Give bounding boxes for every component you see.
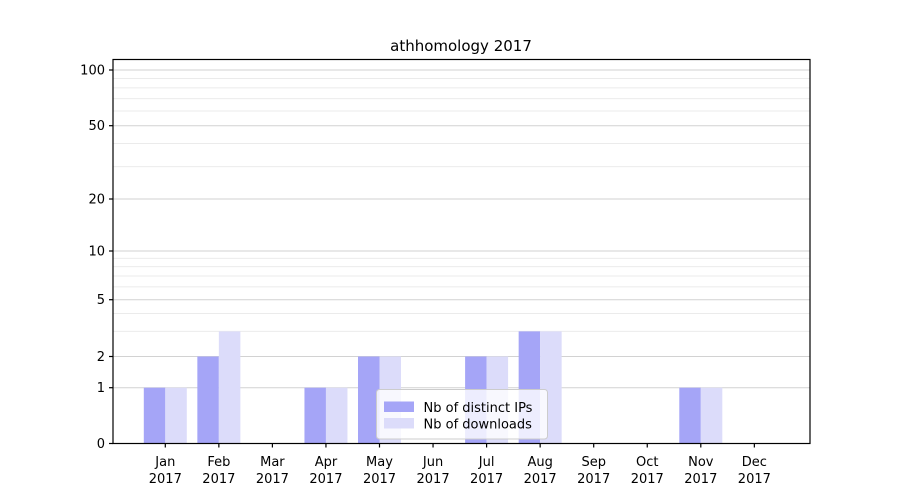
y-tick-label: 100 [80, 64, 105, 79]
bar-feb-series1 [218, 331, 241, 444]
x-tick-label-year: 2017 [577, 472, 610, 487]
x-tick-label-year: 2017 [738, 472, 771, 487]
bar-may-series0 [358, 356, 380, 444]
legend-box [376, 389, 548, 440]
x-tick-label-year: 2017 [363, 472, 396, 487]
x-tick-label-month: Apr [315, 455, 338, 470]
x-axis-ticks: Jan 2017 Feb 2017 Mar 2017 Apr 2017 May 2017 Jun 20… [149, 443, 771, 487]
x-tick-label-month: Dec [742, 455, 767, 470]
bar-jan-series1 [165, 387, 187, 444]
legend-swatch-distinct-ips [384, 401, 414, 412]
x-tick-label-year: 2017 [684, 472, 717, 487]
gridlines-major [113, 69, 810, 389]
y-tick-label: 50 [88, 119, 105, 134]
x-tick-label-year: 2017 [149, 472, 182, 487]
bar-nov-series1 [700, 387, 723, 444]
x-tick-label-month: Jul [478, 455, 495, 470]
x-tick-label-month: Sep [581, 455, 606, 470]
x-tick-label-month: Feb [207, 455, 230, 470]
bars [143, 331, 723, 444]
x-tick-label-year: 2017 [524, 472, 557, 487]
x-tick-label-year: 2017 [309, 472, 342, 487]
bar-apr-series0 [304, 387, 326, 444]
x-tick-label-year: 2017 [417, 472, 450, 487]
bar-jan-series0 [143, 387, 166, 444]
y-tick-label: 5 [97, 293, 105, 308]
x-tick-label-month: Mar [260, 455, 285, 470]
x-tick-label-month: Jan [154, 455, 175, 470]
y-tick-label: 0 [97, 437, 105, 452]
y-tick-label: 2 [97, 350, 105, 365]
y-tick-label: 10 [88, 245, 105, 260]
x-tick-label-year: 2017 [470, 472, 503, 487]
x-tick-label-month: Aug [527, 455, 552, 470]
x-tick-label-year: 2017 [256, 472, 289, 487]
legend-label-distinct-ips: Nb of distinct IPs [424, 401, 533, 416]
legend-swatch-downloads [384, 418, 414, 429]
legend: Nb of distinct IPs Nb of downloads [376, 389, 548, 440]
bar-apr-series1 [325, 387, 348, 444]
x-tick-label-month: May [366, 455, 393, 470]
x-tick-label-month: Jun [422, 455, 443, 470]
chart-title: athhomology 2017 [390, 37, 532, 55]
gridlines-minor [113, 77, 810, 332]
x-tick-label-year: 2017 [631, 472, 664, 487]
bar-nov-series0 [679, 387, 701, 444]
y-axis-ticks: 0 1 2 5 10 20 50 100 [80, 64, 113, 452]
x-tick-label-year: 2017 [202, 472, 235, 487]
legend-label-downloads: Nb of downloads [424, 418, 533, 433]
bar-feb-series0 [197, 356, 219, 444]
y-tick-label: 1 [97, 381, 105, 396]
y-tick-label: 20 [88, 193, 105, 208]
x-tick-label-month: Nov [688, 455, 714, 470]
x-tick-label-month: Oct [636, 455, 658, 470]
